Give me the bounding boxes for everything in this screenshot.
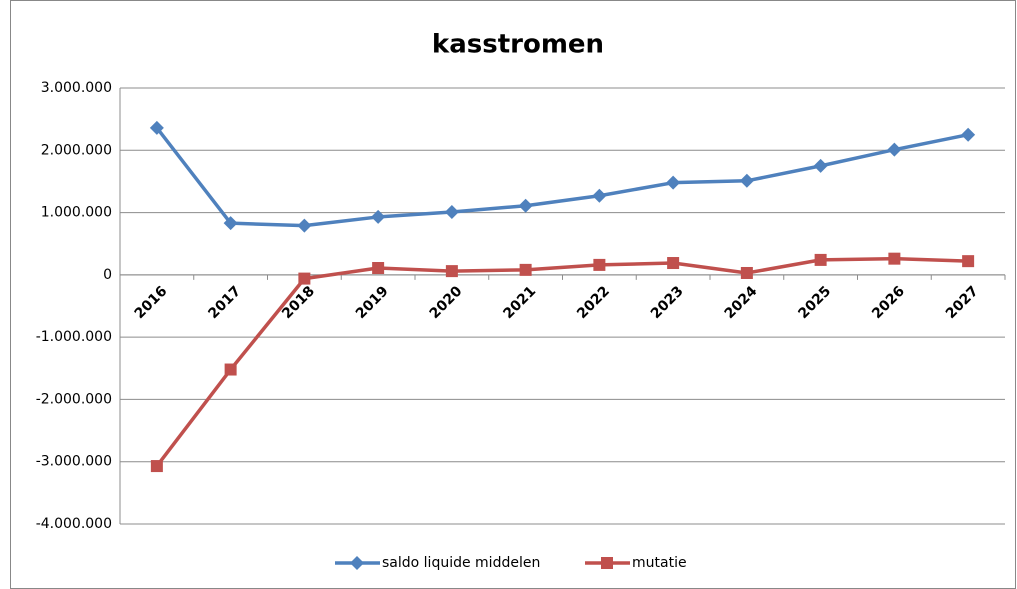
marker [149,120,164,135]
marker [298,272,311,285]
marker [814,253,827,266]
y-tick-label: 3.000.000 [41,80,112,96]
marker [962,255,975,268]
marker [518,198,533,213]
marker [519,263,532,276]
marker [740,266,753,279]
legend-label: saldo liquide middelen [382,555,540,571]
series-line [155,126,969,228]
marker [813,158,828,173]
chart-title: kasstromen [432,30,604,60]
marker [739,173,754,188]
legend-marker [350,556,364,570]
marker [297,218,312,233]
marker [372,262,385,275]
y-tick-label: 1.000.000 [41,205,112,221]
marker [224,363,237,376]
marker [961,127,976,142]
marker [150,460,163,473]
series-line [155,256,969,468]
marker [592,188,607,203]
chart-frame [10,0,1016,589]
y-tick-label: -3.000.000 [36,454,112,470]
legend-label: mutatie [632,555,687,571]
y-tick-label: 0 [103,267,112,283]
marker [887,142,902,157]
marker [666,175,681,190]
marker [371,209,386,224]
marker [593,258,606,271]
y-tick-label: -4.000.000 [36,516,112,532]
y-tick-label: -2.000.000 [36,391,112,407]
y-tick-label: -1.000.000 [36,329,112,345]
marker [444,204,459,219]
legend-marker [601,557,613,569]
marker [667,257,680,270]
marker [223,216,238,231]
marker [888,252,901,265]
marker [445,265,458,278]
y-tick-label: 2.000.000 [41,142,112,158]
